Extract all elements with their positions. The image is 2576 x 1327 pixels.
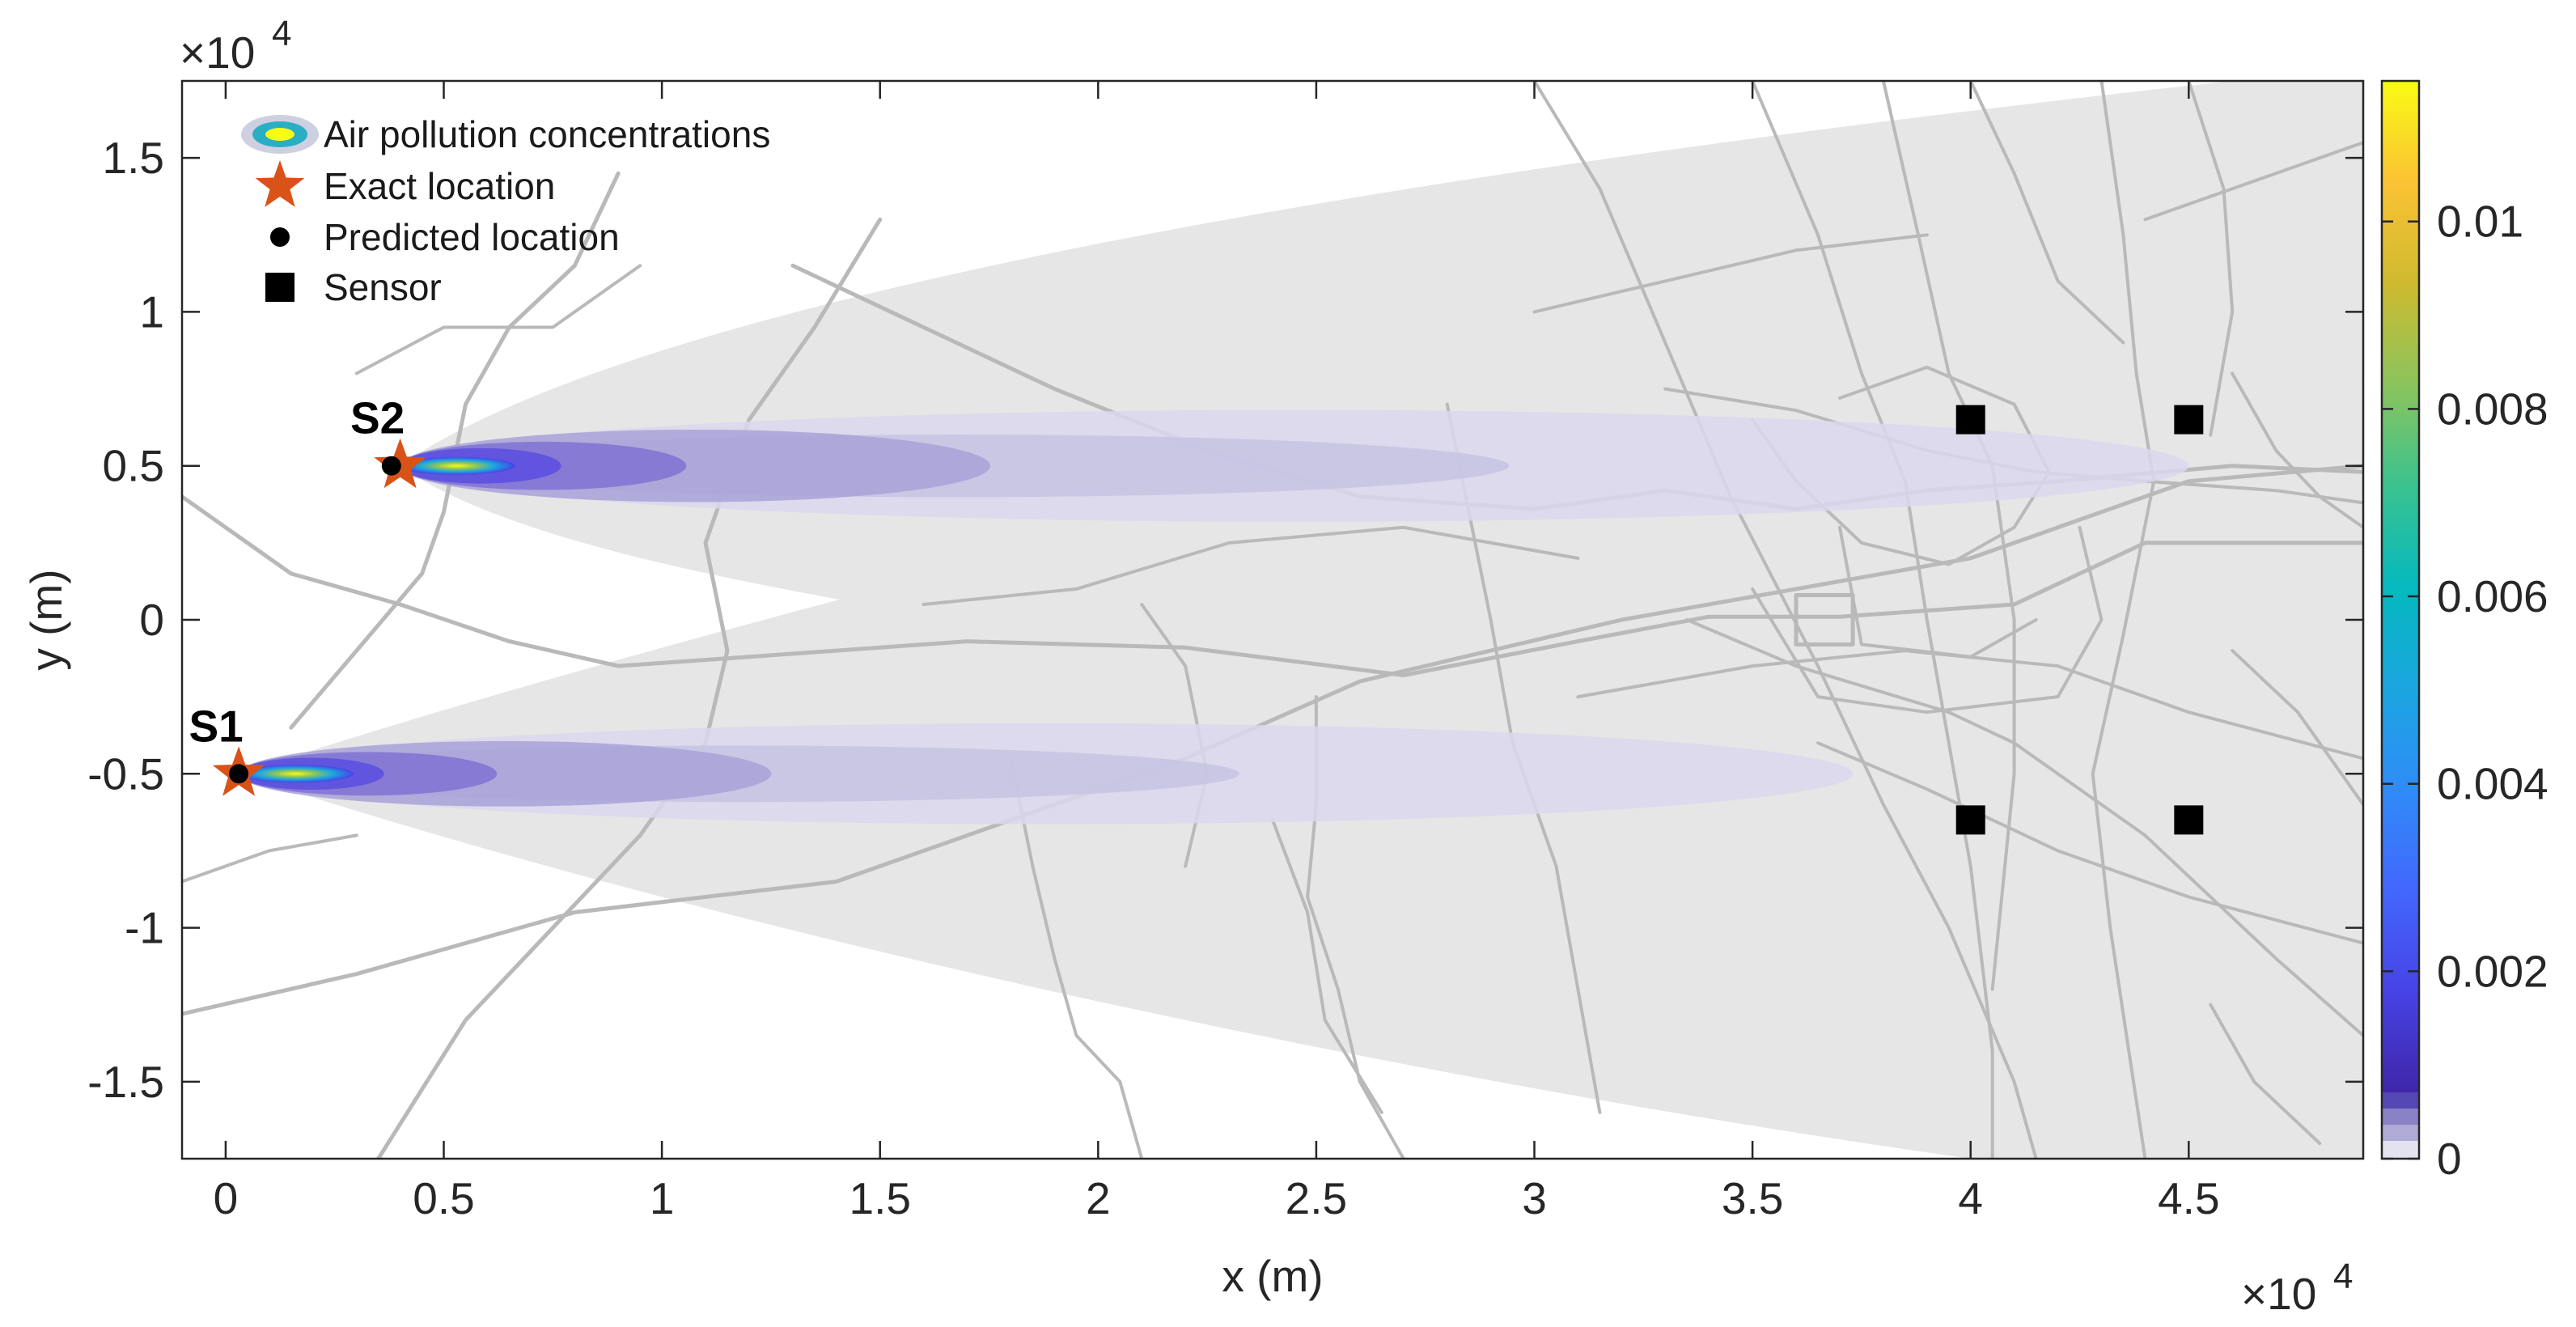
svg-text:Predicted location: Predicted location: [324, 216, 620, 258]
road: [2091, 81, 2156, 1159]
svg-text:×10: ×10: [2241, 1269, 2316, 1319]
plume-core-s1: [237, 765, 354, 783]
svg-text:Sensor: Sensor: [324, 266, 442, 308]
predicted-location-dot: [229, 764, 249, 784]
road: [1794, 593, 1855, 647]
y-tick-label: 1.5: [103, 133, 164, 183]
x-tick-label: 3.5: [1722, 1173, 1783, 1223]
legend-entry-predicted: Predicted location: [270, 216, 620, 258]
colorbar-tick-label: 0: [2437, 1134, 2462, 1184]
colorbar-band-1: [2382, 1092, 2419, 1109]
road: [2231, 371, 2363, 529]
x-tick-label: 3: [1522, 1173, 1547, 1223]
road: [1751, 525, 2104, 714]
road: [2143, 141, 2363, 222]
road: [1532, 233, 1929, 314]
colorbar-tick-label: 0.008: [2437, 384, 2548, 434]
y-tick-label: -1: [125, 903, 164, 953]
y-tick-label: -1.5: [87, 1057, 164, 1107]
road: [182, 833, 358, 884]
road: [376, 217, 883, 1159]
y-tick-label: -0.5: [87, 748, 164, 799]
x-tick-label: 1: [650, 1173, 675, 1223]
y-tick-label: 1: [139, 286, 164, 337]
road: [1751, 81, 1994, 1159]
y-axis: 1.5 1 0.5 0 -0.5 -1 -1.5: [87, 133, 2363, 1107]
source-label: S1: [189, 701, 243, 751]
colorbar-gradient: [2382, 81, 2419, 1092]
sensor-marker: [1955, 805, 1985, 835]
plot-area: [182, 81, 2363, 1159]
road: [1271, 818, 1383, 1114]
legend-entry-sensor: Sensor: [265, 266, 442, 308]
sensor-marker: [2174, 405, 2204, 435]
svg-text:4: 4: [2333, 1257, 2353, 1296]
legend: Air pollution concentrations Exact locat…: [241, 113, 770, 308]
x-tick-label: 4: [1958, 1173, 1983, 1223]
svg-text:Exact location: Exact location: [324, 165, 555, 207]
road: [182, 464, 2363, 1016]
y-exponent-label: ×10 4: [180, 14, 291, 78]
colorbar-frame: [2380, 79, 2421, 1160]
road: [1576, 649, 2363, 761]
legend-entry-exact: Exact location: [255, 160, 555, 207]
x-tick-label: 2: [1086, 1173, 1111, 1223]
colorbar: 0 0.002 0.004 0.006 0.008 0.01: [2380, 79, 2548, 1184]
y-axis-label: y (m): [21, 569, 71, 670]
road: [1532, 81, 2038, 1159]
predicted-location-dot: [381, 456, 401, 476]
svg-text:4: 4: [272, 14, 291, 53]
road: [2187, 81, 2235, 437]
plume-core-s2: [398, 456, 515, 475]
y-tick-label: 0.5: [103, 441, 164, 491]
x-tick-label: 0: [214, 1173, 239, 1223]
road: [1968, 81, 2125, 345]
colorbar-tick-label: 0.004: [2437, 759, 2548, 809]
colorbar-tick-label: 0.002: [2437, 946, 2548, 996]
legend-square-icon: [265, 273, 294, 302]
legend-star-icon: [255, 160, 305, 207]
sensor-marker: [2174, 805, 2204, 835]
svg-text:×10: ×10: [180, 28, 255, 78]
pollution-plumes: [237, 409, 2189, 825]
road: [2231, 649, 2363, 807]
road: [1009, 757, 1144, 1159]
legend-entry-plume: Air pollution concentrations: [241, 113, 770, 155]
road: [922, 525, 1580, 606]
colorbar-tick-label: 0.006: [2437, 571, 2548, 621]
road: [1685, 618, 2363, 1037]
y-tick-label: 0: [139, 595, 164, 645]
x-axis: 0 0.5 1 1.5 2 2.5 3 3.5 4 4.5: [214, 81, 2220, 1223]
colorbar-band-4: [2382, 1141, 2419, 1159]
x-tick-label: 0.5: [413, 1173, 474, 1223]
source-label: S2: [350, 393, 405, 443]
colorbar-band-2: [2382, 1109, 2419, 1125]
svg-text:Air pollution concentrations: Air pollution concentrations: [324, 113, 770, 155]
sensor-marker: [1955, 405, 1985, 435]
x-exponent-label: ×10 4: [2241, 1257, 2353, 1319]
road: [747, 541, 2363, 677]
x-tick-label: 1.5: [849, 1173, 910, 1223]
x-tick-label: 4.5: [2158, 1173, 2219, 1223]
colorbar-band-3: [2382, 1125, 2419, 1141]
road: [2209, 1003, 2322, 1145]
road: [354, 264, 642, 375]
road: [1816, 741, 2363, 945]
x-axis-label: x (m): [1222, 1251, 1323, 1301]
road: [182, 494, 752, 668]
x-tick-label: 2.5: [1286, 1173, 1347, 1223]
road: [1838, 525, 2038, 659]
colorbar-tick-label: 0.01: [2437, 197, 2523, 247]
legend-dot-icon: [270, 227, 290, 247]
markers: [212, 405, 2204, 835]
